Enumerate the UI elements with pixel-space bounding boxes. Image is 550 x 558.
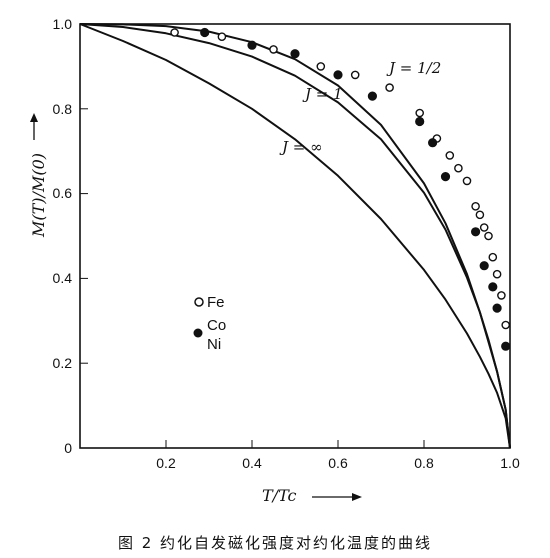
y-axis-title-group: M(T)/M(0) bbox=[29, 113, 48, 238]
legend-ni-label: Ni bbox=[207, 336, 221, 353]
y-tick-label: 0.2 bbox=[53, 355, 73, 371]
coni-data-point bbox=[492, 303, 502, 313]
x-axis-arrow-head bbox=[352, 493, 362, 501]
coni-data-point bbox=[427, 138, 438, 148]
fe-data-point bbox=[217, 32, 227, 42]
fe-data-point bbox=[445, 151, 455, 160]
coni-data-point bbox=[367, 91, 377, 101]
fe-data-point bbox=[471, 201, 480, 211]
legend-fe-marker bbox=[194, 297, 204, 307]
coni-data-point bbox=[200, 27, 210, 38]
coni-data-point bbox=[440, 172, 451, 182]
fe-data-point bbox=[492, 269, 502, 279]
y-tick-label: 0.4 bbox=[53, 270, 73, 286]
fe-data-point bbox=[484, 231, 493, 241]
legend-co-marker bbox=[193, 328, 203, 338]
fe-data-point bbox=[501, 320, 511, 330]
x-axis-title: T/Tc bbox=[262, 486, 296, 505]
y-tick-label: 0.6 bbox=[53, 185, 73, 201]
x-tick-label: 0.8 bbox=[414, 455, 434, 471]
y-tick-label: 0.8 bbox=[53, 101, 73, 117]
y-axis-title: M(T)/M(0) bbox=[29, 153, 48, 238]
fe-data-point bbox=[488, 252, 498, 262]
x-axis-title-group: T/Tc bbox=[262, 486, 362, 505]
coni-data-point bbox=[247, 40, 257, 50]
coni-data-point bbox=[415, 116, 425, 127]
fe-data-point bbox=[454, 163, 463, 173]
coni-data-point bbox=[501, 341, 511, 351]
coni-data-point bbox=[470, 227, 481, 237]
y-axis-arrow-head bbox=[30, 113, 38, 122]
fe-data-point bbox=[497, 291, 506, 300]
curve-label-j-one: J = 1 bbox=[302, 85, 343, 103]
points-layer bbox=[170, 27, 511, 351]
y-tick-label: 1.0 bbox=[53, 16, 73, 32]
x-tick-label: 1.0 bbox=[500, 455, 520, 471]
fe-data-point bbox=[350, 70, 360, 80]
fe-data-point bbox=[462, 176, 472, 186]
x-axis: 0.2 0.4 0.6 0.8 1.0 bbox=[156, 440, 520, 471]
x-tick-label: 0.6 bbox=[328, 455, 348, 471]
fe-data-point bbox=[170, 28, 179, 37]
plot-frame bbox=[79, 23, 511, 449]
curves-layer bbox=[79, 23, 511, 449]
fe-data-point bbox=[475, 210, 485, 220]
legend: Fe Co Ni bbox=[193, 294, 226, 353]
y-tick-label: 0 bbox=[64, 440, 72, 456]
curve-line bbox=[79, 23, 511, 449]
fe-data-point bbox=[479, 223, 489, 232]
legend-co-label: Co bbox=[207, 317, 226, 334]
legend-fe-label: Fe bbox=[207, 294, 225, 311]
curve-label-j-inf: J = ∞ bbox=[279, 138, 323, 156]
fe-data-point bbox=[269, 45, 278, 54]
curve-label-j-half: J = 1/2 bbox=[386, 59, 441, 77]
coni-data-point bbox=[479, 261, 489, 271]
figure-caption: 图 2 约化自发磁化强度对约化温度的曲线 bbox=[117, 534, 433, 552]
coni-data-point bbox=[333, 70, 343, 80]
coni-data-point bbox=[290, 49, 300, 59]
coni-data-point bbox=[488, 282, 498, 292]
curve-line bbox=[79, 23, 511, 449]
y-axis: 0 0.2 0.4 0.6 0.8 1.0 bbox=[53, 16, 88, 456]
x-tick-label: 0.4 bbox=[242, 455, 262, 471]
fe-data-point bbox=[415, 108, 425, 118]
curve-line bbox=[79, 23, 511, 449]
x-tick-label: 0.2 bbox=[156, 455, 176, 471]
magnetization-chart: 0.2 0.4 0.6 0.8 1.0 0 0.2 0.4 0.6 0.8 1.… bbox=[29, 16, 520, 505]
fe-data-point bbox=[316, 62, 326, 71]
fe-data-point bbox=[385, 83, 394, 92]
